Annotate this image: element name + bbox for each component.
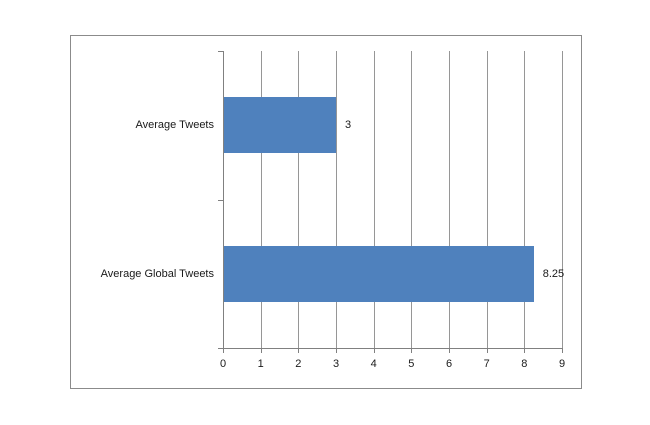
y-axis-tick xyxy=(218,348,223,349)
chart-frame: 3 Average Tweets 8.25 Average Global Tweets… xyxy=(70,35,582,389)
y-axis-tick xyxy=(218,51,223,52)
gridline xyxy=(486,51,488,348)
gridline xyxy=(524,51,526,348)
x-axis-tick xyxy=(223,348,224,353)
y-axis-tick xyxy=(218,199,223,201)
x-tick-label: 4 xyxy=(370,358,377,370)
category-label: Average Global Tweets xyxy=(100,267,214,280)
bar-value-label: 3 xyxy=(345,119,352,132)
bar xyxy=(223,97,336,154)
bar-value-label: 8.25 xyxy=(542,267,565,280)
x-tick-label: 8 xyxy=(521,358,528,370)
x-tick-label: 2 xyxy=(295,358,302,370)
x-tick-label: 7 xyxy=(483,358,490,370)
gridline xyxy=(562,51,563,348)
gridline xyxy=(260,51,262,348)
x-axis-tick xyxy=(449,348,450,353)
x-tick-label: 0 xyxy=(219,358,227,370)
x-axis-tick xyxy=(298,348,300,353)
gridline xyxy=(449,51,450,348)
x-axis-tick xyxy=(562,348,563,353)
x-tick-label: 5 xyxy=(408,358,415,370)
gridline xyxy=(373,51,375,348)
category-label: Average Tweets xyxy=(135,119,214,132)
gridline xyxy=(336,51,337,348)
x-axis-tick xyxy=(524,348,526,353)
x-tick-label: 1 xyxy=(257,358,264,370)
x-axis-tick xyxy=(373,348,375,353)
x-axis-tick xyxy=(336,348,337,353)
x-axis-tick xyxy=(411,348,413,353)
y-axis-line xyxy=(223,51,224,349)
gridline xyxy=(298,51,300,348)
x-tick-label: 6 xyxy=(445,358,453,370)
x-axis-tick xyxy=(260,348,262,353)
x-axis-tick xyxy=(486,348,488,353)
bar xyxy=(223,245,534,302)
x-axis-line xyxy=(223,348,563,349)
x-tick-label: 3 xyxy=(332,358,340,370)
gridline xyxy=(411,51,413,348)
x-tick-label: 9 xyxy=(558,358,566,370)
